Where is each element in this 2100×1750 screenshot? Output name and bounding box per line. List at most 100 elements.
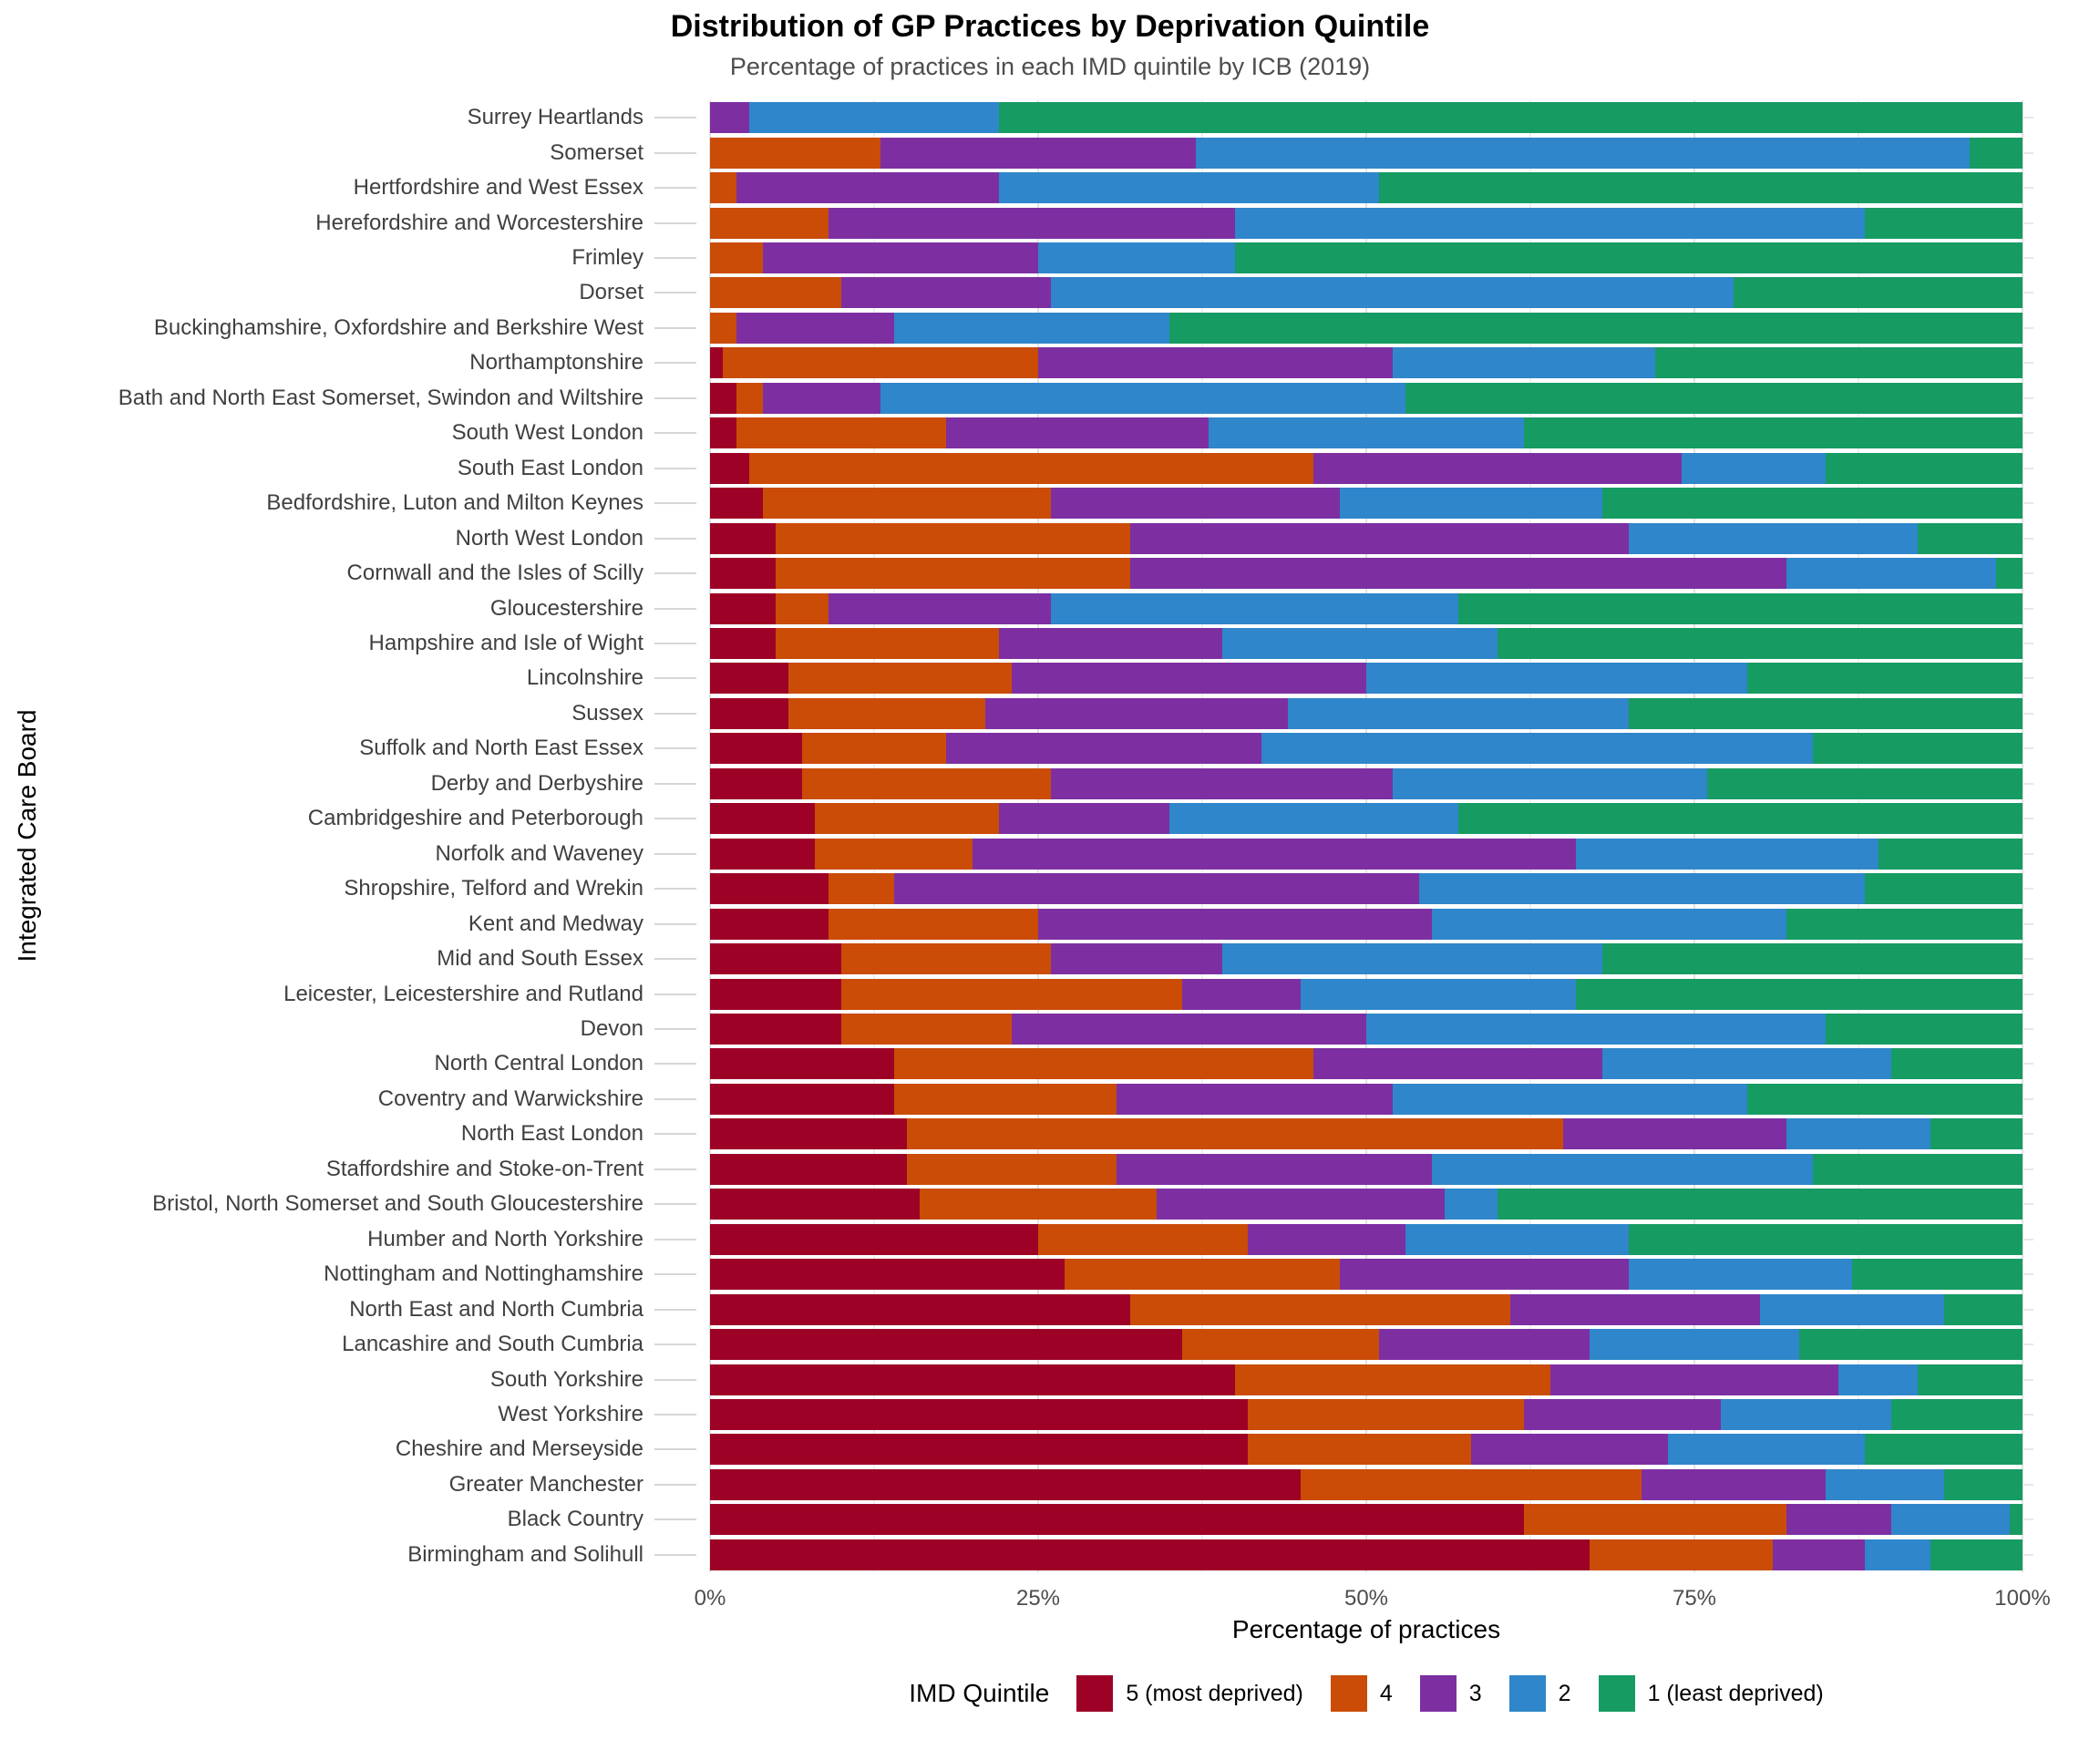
bar-segment xyxy=(1340,1259,1629,1291)
stacked-bar xyxy=(710,1434,2023,1466)
y-axis-tick xyxy=(654,221,696,224)
bar-segment xyxy=(710,1118,907,1150)
y-axis-label-row: North West London xyxy=(0,520,696,555)
bar-segment xyxy=(841,277,1052,309)
y-axis-label: Kent and Medway xyxy=(468,911,643,936)
bar-segment xyxy=(1392,1083,1747,1115)
bar-segment xyxy=(1234,207,1866,239)
stacked-bar xyxy=(710,558,2023,590)
y-axis-tick xyxy=(654,607,696,610)
bar-row xyxy=(710,767,2023,801)
bar-segment xyxy=(710,1468,1301,1500)
y-axis-label: Bedfordshire, Luton and Milton Keynes xyxy=(266,490,643,516)
bar-segment xyxy=(710,733,802,765)
y-axis-tick xyxy=(654,1308,696,1311)
bar-segment xyxy=(1418,873,1866,905)
y-axis-tick xyxy=(654,1273,696,1276)
stacked-bar xyxy=(710,417,2023,449)
y-axis-label: Lancashire and South Cumbria xyxy=(342,1332,643,1357)
bar-segment xyxy=(1576,838,1879,870)
y-axis-tick xyxy=(654,677,696,680)
bar-segment xyxy=(1037,242,1235,274)
bar-segment xyxy=(1168,312,2023,344)
bar-segment xyxy=(920,1189,1157,1220)
bar-segment xyxy=(1431,1153,1813,1185)
legend-entries: 5 (most deprived) 4 3 2 1 (least deprived) xyxy=(1076,1675,1824,1712)
y-axis-label-row: North East London xyxy=(0,1117,696,1151)
y-axis-label: Cheshire and Merseyside xyxy=(395,1436,643,1462)
bar-segment xyxy=(1457,592,2023,624)
bar-segment xyxy=(1510,1293,1760,1325)
bar-segment xyxy=(723,347,1038,379)
bar-segment xyxy=(710,522,776,554)
bar-segment xyxy=(762,242,1038,274)
y-axis-label: Staffordshire and Stoke-on-Trent xyxy=(325,1156,643,1181)
stacked-bar xyxy=(710,1364,2023,1395)
y-axis-tick xyxy=(654,852,696,855)
bar-row xyxy=(710,1082,2023,1117)
y-axis-label-row: Mid and South Essex xyxy=(0,942,696,976)
y-axis-label: Hertfordshire and West Essex xyxy=(353,175,643,201)
x-axis-title: Percentage of practices xyxy=(1231,1615,1501,1643)
y-axis-label: Black Country xyxy=(507,1507,643,1532)
y-axis-label: Surrey Heartlands xyxy=(467,105,643,130)
bar-segment xyxy=(710,908,829,940)
y-axis-tick xyxy=(654,1028,696,1030)
y-axis-label-row: Shropshire, Telford and Wrekin xyxy=(0,871,696,906)
bar-segment xyxy=(907,1153,1117,1185)
bar-segment xyxy=(1012,1014,1366,1045)
bar-segment xyxy=(1865,1434,2023,1466)
bar-segment xyxy=(998,803,1169,835)
y-axis-label-row: Suffolk and North East Essex xyxy=(0,731,696,766)
bar-segment xyxy=(1221,628,1498,660)
stacked-bar xyxy=(710,1329,2023,1361)
bar-segment xyxy=(710,1259,1065,1291)
y-axis-label-row: Black Country xyxy=(0,1502,696,1537)
bar-segment xyxy=(1865,873,2023,905)
bar-segment xyxy=(1746,663,2023,695)
bar-segment xyxy=(1431,908,1786,940)
bar-segment xyxy=(710,838,816,870)
bar-segment xyxy=(776,592,829,624)
y-axis-tick xyxy=(654,117,696,119)
gridline-minor xyxy=(1529,100,1531,1572)
bar-row xyxy=(710,801,2023,836)
bar-row xyxy=(710,837,2023,871)
bar-segment xyxy=(1628,697,2023,729)
bar-row xyxy=(710,100,2023,135)
y-axis-label: Lincolnshire xyxy=(526,665,643,691)
bar-row xyxy=(710,275,2023,310)
bar-segment xyxy=(1195,137,1971,169)
y-axis-label: Sussex xyxy=(571,700,643,726)
bar-row xyxy=(710,381,2023,416)
y-axis-tick xyxy=(654,502,696,505)
bar-segment xyxy=(1851,1259,2023,1291)
y-axis-label: Derby and Derbyshire xyxy=(430,770,643,796)
bar-row xyxy=(710,1012,2023,1046)
y-axis-label: Bath and North East Somerset, Swindon an… xyxy=(118,385,643,410)
bar-segment xyxy=(749,452,1314,484)
y-axis-tick xyxy=(654,537,696,540)
bar-segment xyxy=(710,558,776,590)
bar-segment xyxy=(788,663,1013,695)
y-axis-label-row: Gloucestershire xyxy=(0,591,696,625)
y-axis-label-row: Birmingham and Solihull xyxy=(0,1538,696,1572)
bar-row xyxy=(710,1152,2023,1187)
bar-segment xyxy=(1365,1014,1826,1045)
bar-row xyxy=(710,1467,2023,1502)
bar-segment xyxy=(1523,417,2023,449)
stacked-bar xyxy=(710,1398,2023,1430)
bar-segment xyxy=(776,558,1130,590)
bar-segment xyxy=(710,1048,894,1080)
bar-segment xyxy=(1838,1364,1918,1395)
bar-segment xyxy=(841,1014,1013,1045)
stacked-bar xyxy=(710,1189,2023,1220)
bar-row xyxy=(710,556,2023,591)
bar-segment xyxy=(710,277,841,309)
y-axis-label-row: Lancashire and South Cumbria xyxy=(0,1327,696,1362)
bar-segment xyxy=(710,767,802,799)
bar-segment xyxy=(1038,1223,1249,1255)
bar-segment xyxy=(1300,978,1577,1010)
stacked-bar xyxy=(710,382,2023,414)
bar-segment xyxy=(828,207,1235,239)
